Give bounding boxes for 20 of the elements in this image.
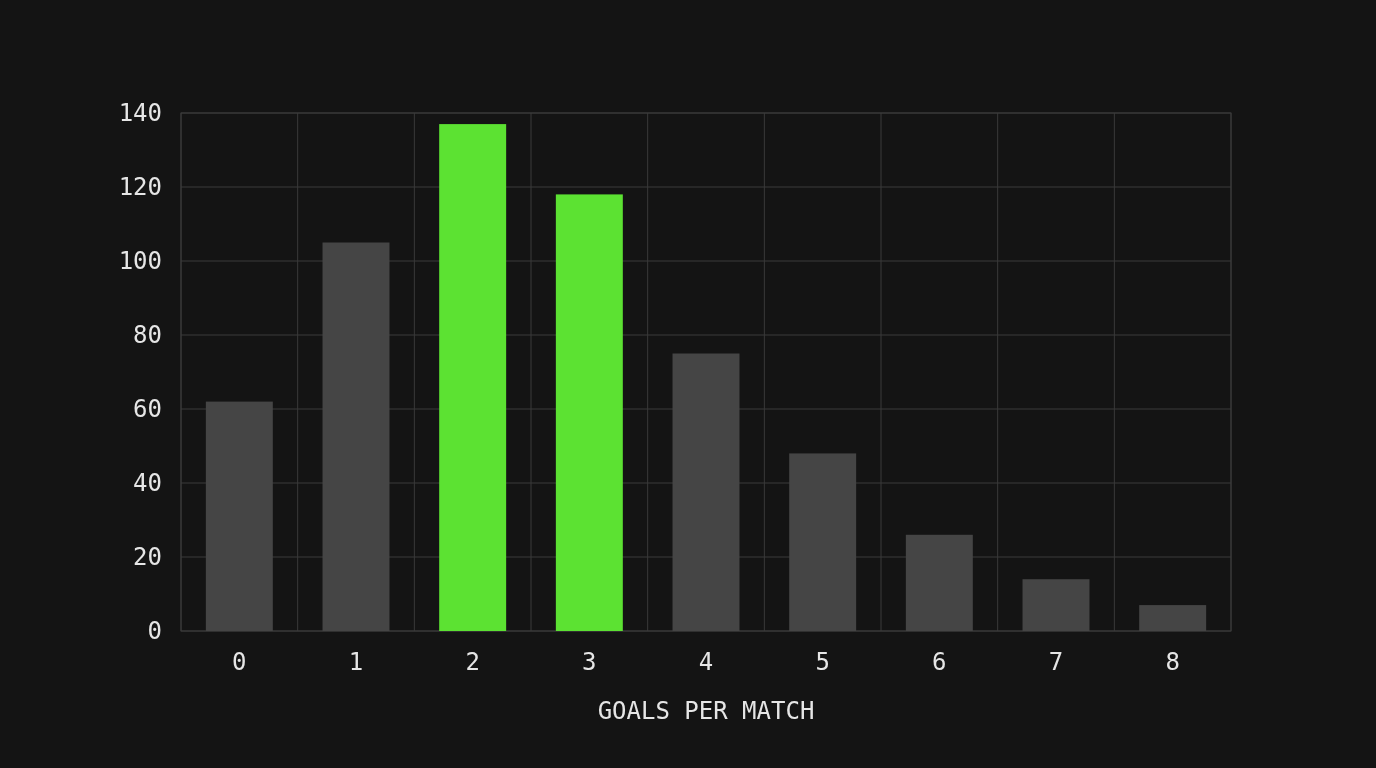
y-tick-label: 100 (118, 247, 162, 276)
x-tick-label: 3 (582, 648, 597, 677)
y-tick-label: 120 (118, 173, 162, 202)
y-tick-label: 140 (118, 99, 162, 128)
y-tick-label: 80 (133, 321, 162, 350)
x-tick-label: 5 (815, 648, 830, 677)
x-axis-title: GOALS PER MATCH (597, 697, 815, 726)
y-tick-label: 60 (133, 395, 162, 424)
y-tick-label: 20 (133, 543, 162, 572)
x-tick-label: 8 (1165, 648, 1180, 677)
x-tick-label: 1 (348, 648, 364, 677)
bar (439, 124, 507, 631)
y-tick-label: 40 (133, 469, 162, 498)
bar (555, 194, 623, 631)
x-tick-label: 7 (1048, 648, 1064, 677)
x-tick-label: 2 (465, 648, 480, 677)
x-tick-label: 0 (232, 648, 247, 677)
x-tick-label: 6 (932, 648, 947, 677)
x-tick-label: 4 (698, 648, 714, 677)
y-tick-label: 0 (147, 617, 162, 646)
